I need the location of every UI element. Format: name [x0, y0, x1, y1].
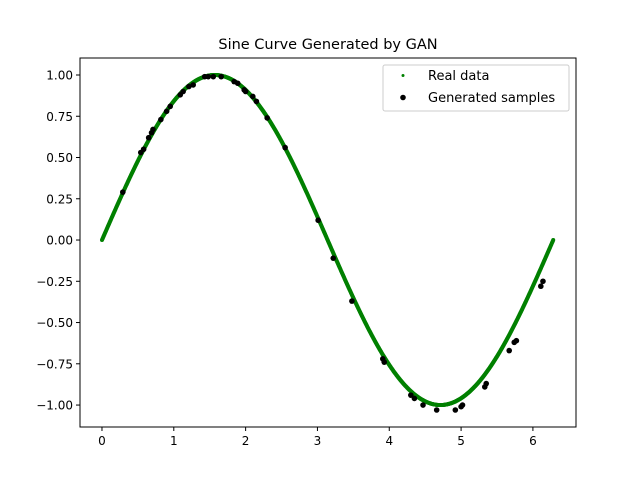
y-tick-label: −0.50	[36, 316, 73, 330]
legend-label-real: Real data	[428, 69, 489, 84]
generated-sample-point	[506, 347, 513, 354]
x-tick-label: 2	[242, 434, 250, 448]
legend-box	[382, 64, 570, 112]
y-tick-label: 0.25	[46, 192, 73, 206]
x-tick-label: 3	[314, 434, 322, 448]
y-tick-label: 0.75	[46, 110, 73, 124]
y-tick-label: −1.00	[36, 399, 73, 413]
generated-sample-point	[218, 73, 225, 80]
x-tick-label: 6	[529, 434, 537, 448]
generated-sample-point	[540, 278, 546, 285]
generated-sample-point	[253, 98, 260, 105]
generated-sample-point	[483, 380, 490, 387]
y-tick-label: −0.75	[36, 357, 73, 371]
generated-sample-point	[180, 88, 186, 95]
generated-sample-point	[158, 116, 164, 123]
generated-sample-point	[242, 88, 249, 95]
generated-sample-point	[210, 73, 217, 80]
generated-sample-point	[513, 337, 520, 344]
generated-sample-point	[411, 395, 418, 402]
generated-sample-point	[186, 83, 192, 90]
generated-sample-point	[433, 407, 440, 413]
legend-marker-generated	[400, 94, 406, 101]
generated-sample-point	[330, 255, 337, 261]
generated-sample-point	[264, 115, 270, 121]
generated-sample-point	[420, 402, 426, 408]
y-tick-label: 0.00	[46, 234, 73, 248]
generated-sample-point	[349, 298, 355, 304]
x-axis: 0 1 2 3 4 5 6	[98, 427, 537, 448]
generated-sample-point	[538, 283, 544, 290]
generated-sample-point	[120, 189, 126, 195]
x-tick-label: 4	[385, 434, 393, 448]
x-tick-label: 1	[170, 434, 178, 448]
generated-samples-series	[120, 73, 546, 413]
real-data-point	[551, 238, 556, 243]
generated-sample-point	[250, 93, 256, 100]
generated-sample-point	[381, 359, 388, 365]
generated-sample-point	[234, 80, 241, 87]
generated-sample-point	[150, 126, 156, 133]
generated-sample-point	[140, 146, 147, 153]
generated-sample-point	[282, 144, 288, 151]
generated-sample-point	[163, 108, 170, 115]
y-tick-label: 1.00	[46, 68, 73, 82]
y-axis: 1.00 0.75 0.50 0.25 0.00 −0.25 −0.50 −0.75 −1.00	[36, 68, 80, 413]
real-data-series	[99, 72, 556, 408]
legend-label-generated: Generated samples	[428, 91, 555, 106]
generated-sample-point	[452, 407, 459, 413]
generated-sample-point	[190, 82, 196, 88]
generated-sample-point	[408, 392, 414, 398]
generated-sample-point	[205, 73, 212, 80]
y-tick-label: 0.50	[46, 151, 73, 165]
chart-title: Sine Curve Generated by GAN	[218, 37, 437, 53]
y-tick-label: −0.25	[36, 275, 73, 289]
x-tick-label: 0	[98, 434, 106, 448]
plot-frame	[79, 57, 577, 428]
generated-sample-point	[315, 217, 321, 224]
legend-marker-real	[401, 74, 405, 77]
generated-sample-point	[167, 103, 174, 110]
legend: Real data Generated samples	[382, 64, 570, 112]
generated-sample-point	[145, 134, 152, 141]
generated-sample-point	[459, 402, 466, 408]
x-tick-label: 5	[457, 434, 465, 448]
